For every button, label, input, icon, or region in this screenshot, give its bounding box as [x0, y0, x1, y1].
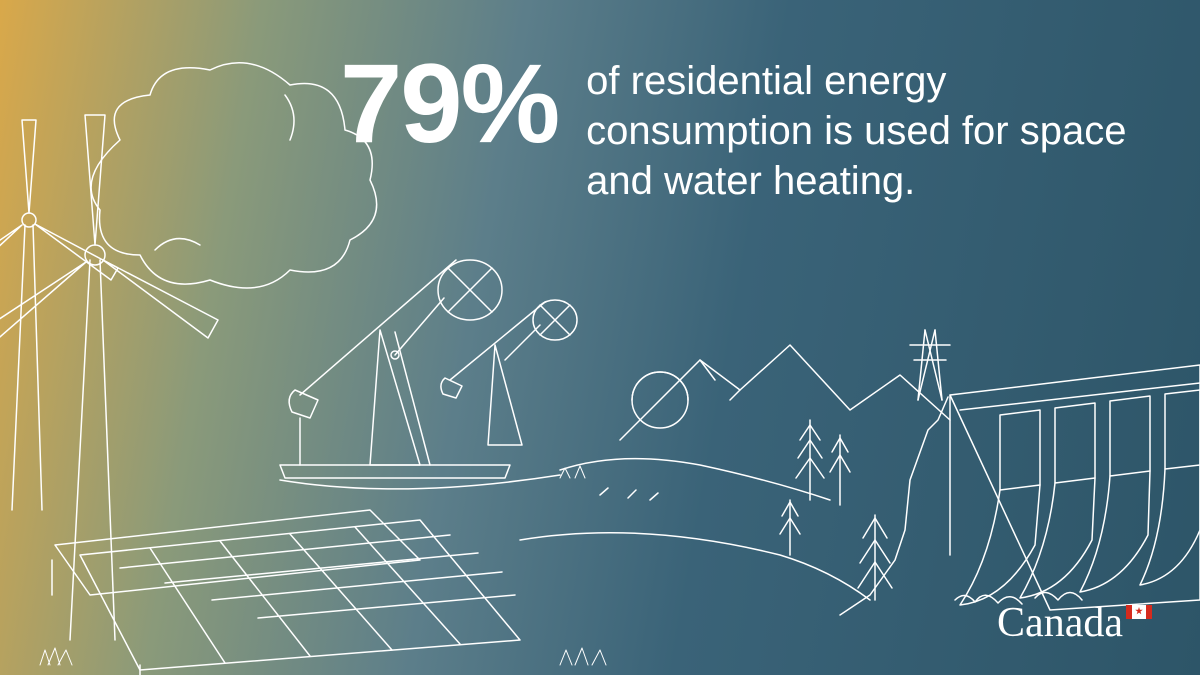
- canada-flag-icon: [1126, 605, 1152, 619]
- stat-percentage: 79%: [340, 48, 558, 160]
- oil-pumpjacks-icon: [280, 260, 577, 478]
- wordmark-text: Canada: [997, 599, 1123, 647]
- ground-icon: [280, 459, 870, 600]
- trees-icon: [780, 420, 892, 600]
- headline: 79% of residential energy consumption is…: [340, 48, 1140, 206]
- stat-description: of residential energy consumption is use…: [586, 48, 1140, 206]
- clouds-icon: [91, 63, 377, 288]
- canada-wordmark: Canada: [997, 599, 1152, 647]
- solar-panels-icon: [52, 510, 520, 675]
- mountains-icon: [620, 345, 950, 440]
- grass-icon: [40, 466, 606, 665]
- hydro-dam-icon: [840, 365, 1200, 615]
